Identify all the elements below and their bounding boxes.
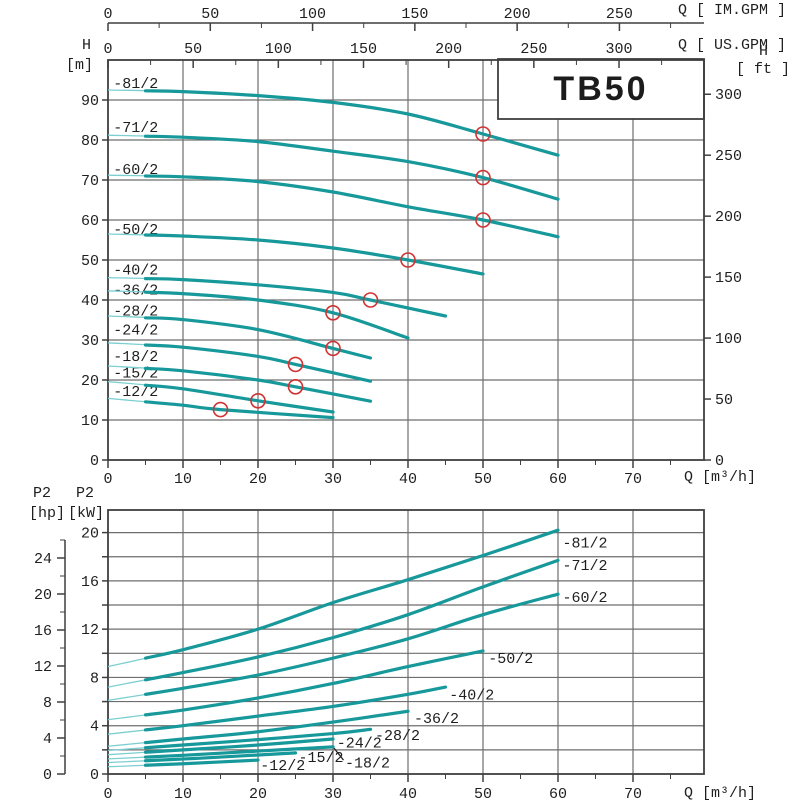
- svg-text:60: 60: [549, 786, 567, 800]
- svg-text:50: 50: [474, 471, 492, 488]
- svg-text:30: 30: [324, 786, 342, 800]
- svg-text:-28/2: -28/2: [375, 728, 420, 745]
- svg-text:-15/2: -15/2: [299, 750, 344, 767]
- svg-text:0: 0: [103, 41, 112, 58]
- right-axis-unit-ft: [ ft ]: [736, 61, 791, 78]
- svg-text:-24/2: -24/2: [113, 323, 158, 340]
- svg-text:10: 10: [174, 786, 192, 800]
- p2-label-hp: P2: [33, 485, 52, 502]
- svg-text:30: 30: [81, 333, 99, 350]
- svg-text:30: 30: [324, 471, 342, 488]
- svg-text:60: 60: [549, 471, 567, 488]
- svg-text:-71/2: -71/2: [113, 120, 158, 137]
- svg-text:100: 100: [299, 6, 326, 23]
- svg-text:-50/2: -50/2: [488, 651, 533, 668]
- svg-text:4: 4: [90, 719, 99, 736]
- svg-text:150: 150: [715, 270, 742, 287]
- svg-text:4: 4: [43, 731, 52, 748]
- svg-text:20: 20: [34, 587, 52, 604]
- svg-text:250: 250: [606, 6, 633, 23]
- svg-text:-81/2: -81/2: [113, 76, 158, 93]
- model-title: TB50: [553, 69, 649, 108]
- right-axis-title-h: H: [759, 43, 769, 60]
- svg-text:0: 0: [715, 453, 724, 470]
- svg-text:50: 50: [81, 253, 99, 270]
- svg-text:60: 60: [81, 213, 99, 230]
- axis-title-us-gpm: Q [ US.GPM ]: [678, 37, 787, 54]
- svg-text:70: 70: [81, 173, 99, 190]
- svg-text:50: 50: [184, 41, 202, 58]
- svg-text:250: 250: [715, 148, 742, 165]
- unit-label-kw: [kW]: [68, 505, 105, 522]
- svg-text:0: 0: [90, 453, 99, 470]
- svg-text:300: 300: [606, 41, 633, 58]
- svg-text:12: 12: [34, 659, 52, 676]
- svg-text:50: 50: [201, 6, 219, 23]
- power-chart: 0 4 8 12 16 20 0 4 8 12 16 20 24 0 10 20 30 40 50 60 70 -81/2…: [34, 509, 705, 800]
- svg-text:100: 100: [715, 331, 742, 348]
- svg-text:16: 16: [81, 574, 99, 591]
- svg-text:8: 8: [43, 695, 52, 712]
- svg-text:50: 50: [715, 392, 733, 409]
- svg-text:90: 90: [81, 93, 99, 110]
- svg-text:16: 16: [34, 623, 52, 640]
- svg-text:-24/2: -24/2: [337, 736, 382, 753]
- left-axis-title-h: H: [82, 37, 92, 54]
- svg-text:200: 200: [435, 41, 462, 58]
- svg-text:250: 250: [520, 41, 547, 58]
- svg-text:20: 20: [81, 373, 99, 390]
- svg-text:80: 80: [81, 133, 99, 150]
- svg-text:0: 0: [90, 767, 99, 784]
- svg-text:10: 10: [174, 471, 192, 488]
- svg-text:20: 20: [81, 526, 99, 543]
- axis-title-im-gpm: Q [ IM.GPM ]: [678, 2, 787, 19]
- svg-text:0: 0: [103, 6, 112, 23]
- svg-text:-71/2: -71/2: [563, 558, 608, 575]
- left-axis-unit-m: [m]: [66, 57, 94, 74]
- p2-label-kw: P2: [76, 485, 95, 502]
- svg-text:-36/2: -36/2: [414, 711, 459, 728]
- x-axis-title-top-chart: Q [m³/h]: [684, 469, 757, 486]
- x-axis-title-bottom-chart: Q [m³/h]: [684, 785, 757, 800]
- svg-text:12: 12: [81, 622, 99, 639]
- svg-text:70: 70: [624, 471, 642, 488]
- svg-text:300: 300: [715, 87, 742, 104]
- unit-label-hp: [hp]: [29, 505, 66, 522]
- svg-text:-60/2: -60/2: [563, 590, 608, 607]
- svg-text:-18/2: -18/2: [345, 756, 390, 773]
- svg-text:-12/2: -12/2: [113, 384, 158, 401]
- svg-text:150: 150: [401, 6, 428, 23]
- svg-text:-81/2: -81/2: [563, 535, 608, 552]
- svg-text:200: 200: [715, 209, 742, 226]
- svg-text:200: 200: [504, 6, 531, 23]
- svg-text:70: 70: [624, 786, 642, 800]
- svg-text:150: 150: [350, 41, 377, 58]
- svg-text:40: 40: [399, 471, 417, 488]
- svg-text:20: 20: [249, 786, 267, 800]
- svg-text:-40/2: -40/2: [449, 687, 494, 704]
- svg-text:-18/2: -18/2: [113, 349, 158, 366]
- svg-text:40: 40: [399, 786, 417, 800]
- svg-text:40: 40: [81, 293, 99, 310]
- svg-text:0: 0: [103, 471, 112, 488]
- svg-text:-40/2: -40/2: [113, 263, 158, 280]
- svg-text:24: 24: [34, 551, 52, 568]
- svg-text:0: 0: [103, 786, 112, 800]
- svg-text:20: 20: [249, 471, 267, 488]
- svg-text:100: 100: [265, 41, 292, 58]
- svg-text:50: 50: [474, 786, 492, 800]
- svg-text:-12/2: -12/2: [260, 758, 305, 775]
- svg-text:8: 8: [90, 670, 99, 687]
- svg-text:0: 0: [43, 767, 52, 784]
- svg-text:10: 10: [81, 413, 99, 430]
